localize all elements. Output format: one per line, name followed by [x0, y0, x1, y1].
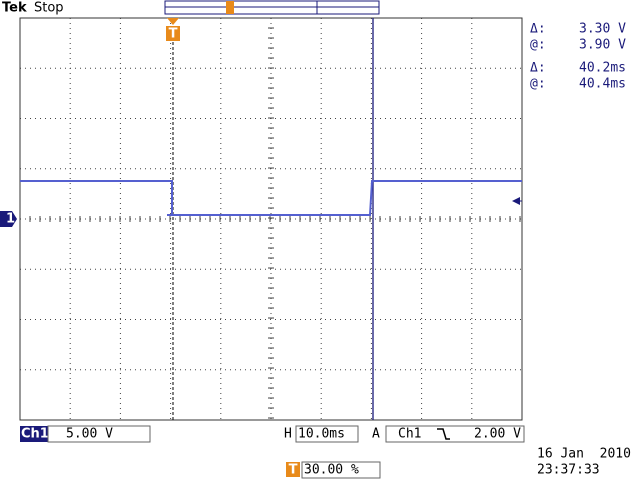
record-position-marker — [226, 1, 234, 14]
waveform — [20, 180, 522, 216]
time: 23:37:33 — [537, 463, 600, 478]
trigger-position-marker: T — [289, 463, 298, 478]
channel-marker-box — [0, 211, 17, 227]
readout-label: Δ: — [530, 61, 546, 76]
trigger-mode: A — [372, 427, 380, 442]
trigger-position-marker-box — [286, 462, 300, 477]
graticule-border — [19, 17, 523, 421]
readout-value: 40.2ms — [579, 61, 626, 76]
trigger-arrow — [167, 18, 179, 25]
volts-per-div: 5.00 V — [66, 427, 113, 442]
readout-value: 3.90 V — [579, 38, 626, 53]
trigger-box — [385, 425, 525, 443]
time-per-div: 10.0ms — [298, 427, 345, 442]
readout-label: Δ: — [530, 22, 546, 37]
brand: Tek — [2, 1, 27, 16]
readout-label: @: — [530, 38, 546, 53]
date: 16 Jan 2010 — [537, 447, 631, 462]
channel-marker: 1 — [6, 212, 15, 227]
readout-label: @: — [530, 77, 546, 92]
graticule — [19, 17, 522, 420]
status: Stop — [34, 1, 64, 16]
trigger-source: Ch1 — [398, 427, 421, 442]
time-box — [295, 425, 359, 443]
trigger-slope-icon — [437, 428, 450, 440]
horizontal-label: H — [284, 427, 292, 442]
trigger-marker-box — [166, 26, 180, 41]
channel-box — [20, 426, 48, 442]
volts-box — [47, 425, 151, 443]
readout-value: 40.4ms — [579, 77, 626, 92]
cursor-readouts: Δ: 3.30 V @: 3.90 V Δ: 40.2ms @: 40.4ms — [530, 22, 626, 92]
channel-label: Ch1 — [21, 427, 49, 442]
trigger-position-box — [301, 461, 381, 479]
trigger-marker: T — [169, 27, 178, 42]
trigger-level: 2.00 V — [474, 427, 521, 442]
trigger-position: 30.00 % — [304, 463, 359, 478]
readout-value: 3.30 V — [579, 22, 626, 37]
